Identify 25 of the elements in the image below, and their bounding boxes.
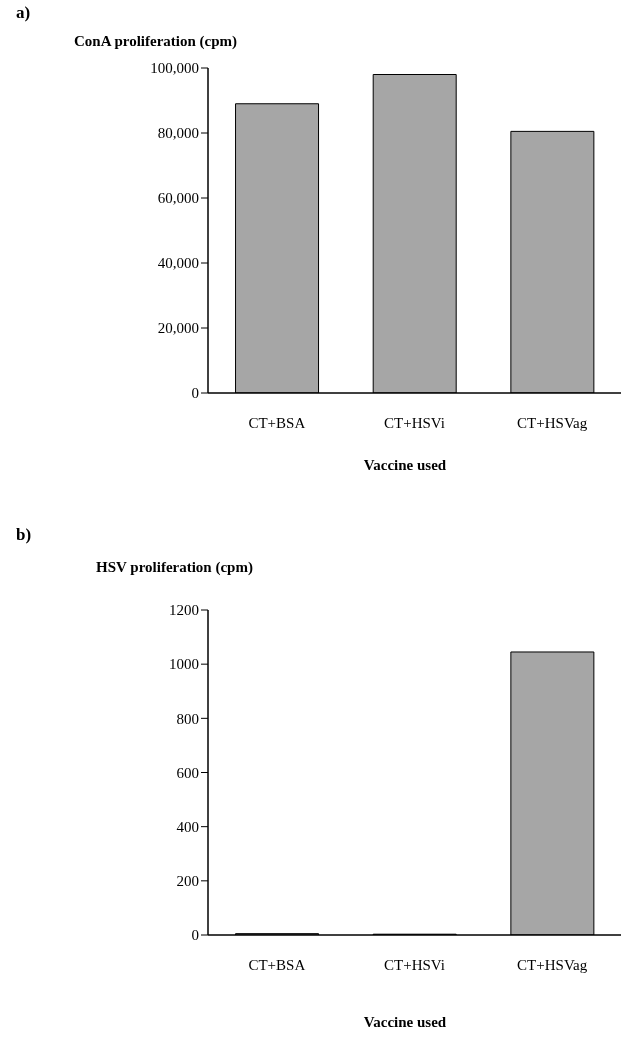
x-axis-title: Vaccine used [363,457,447,473]
x-tick-label: CT+HSVag [517,414,588,431]
y-tick-label: 100,000 [150,60,199,77]
y-tick-label: 1200 [169,602,199,619]
y-tick-label: 20,000 [157,320,199,337]
x-axis-title: Vaccine used [363,1014,447,1030]
x-tick-label: CT+HSVi [384,414,445,431]
y-tick-label: 40,000 [157,255,199,272]
x-tick-label: CT+HSVag [517,956,588,973]
y-tick-label: 1000 [169,656,199,673]
y-tick-label: 0 [191,927,199,944]
y-tick-label: 400 [176,818,199,835]
y-tick-label: 0 [191,385,199,402]
y-tick-label: 200 [176,873,199,890]
x-tick-label: CT+BSA [248,414,306,431]
text: a) [16,3,31,22]
x-tick-label: CT+BSA [248,956,306,973]
y-axis-title: HSV proliferation (cpm) [96,559,253,576]
y-tick-label: 80,000 [157,125,199,142]
y-tick-label: 60,000 [157,190,199,207]
y-tick-label: 800 [176,710,199,727]
text: b) [16,525,32,544]
y-tick-label: 600 [176,764,199,781]
x-tick-label: CT+HSVi [384,956,445,973]
y-axis-title: ConA proliferation (cpm) [74,33,238,50]
